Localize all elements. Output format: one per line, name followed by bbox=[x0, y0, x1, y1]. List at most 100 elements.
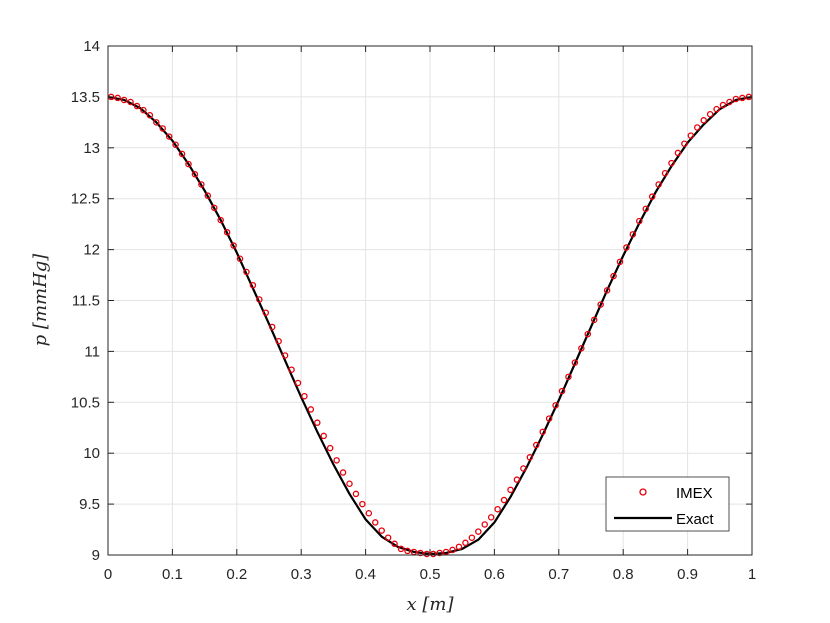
y-tick-label: 11.5 bbox=[72, 293, 100, 310]
series-imex-point bbox=[739, 94, 746, 102]
y-tick-label: 13.5 bbox=[71, 89, 100, 106]
y-tick-label: 14 bbox=[83, 38, 100, 55]
y-tick-label: 13 bbox=[83, 140, 100, 157]
series-imex-point bbox=[127, 98, 134, 106]
legend: IMEX Exact bbox=[605, 476, 730, 532]
series-imex-point bbox=[384, 534, 392, 541]
series-imex-point bbox=[571, 359, 579, 366]
series-imex-point bbox=[140, 106, 147, 114]
series-imex-point bbox=[623, 244, 630, 251]
series-imex-point bbox=[365, 510, 373, 517]
x-tick-label: 0.7 bbox=[548, 566, 569, 583]
series-imex-point bbox=[713, 105, 720, 113]
series-imex-point bbox=[436, 549, 443, 557]
x-tick-label: 0.9 bbox=[677, 566, 698, 583]
series-imex-point bbox=[661, 169, 669, 177]
series-imex-point bbox=[545, 415, 553, 422]
x-tick-label: 0.3 bbox=[291, 566, 312, 583]
series-imex-point bbox=[378, 527, 385, 534]
y-tick-label: 9 bbox=[92, 547, 100, 564]
series-imex-point bbox=[133, 102, 141, 110]
series-imex-point bbox=[674, 149, 682, 157]
series-imex-point bbox=[333, 457, 340, 464]
series-imex-point bbox=[191, 171, 199, 178]
series-imex-point bbox=[294, 379, 302, 387]
series-imex-point bbox=[346, 480, 353, 487]
y-tick-label: 9.5 bbox=[79, 496, 100, 513]
series-imex-point bbox=[616, 258, 624, 266]
series-imex-point bbox=[636, 217, 643, 225]
series-imex-point bbox=[339, 469, 347, 476]
series-imex-point bbox=[526, 454, 534, 461]
series-imex-point bbox=[146, 111, 154, 119]
series-imex-point bbox=[590, 316, 598, 324]
series-imex-point bbox=[668, 159, 675, 167]
series-imex-point bbox=[500, 496, 508, 504]
series-imex-point bbox=[262, 309, 270, 316]
series-imex-point bbox=[397, 545, 405, 553]
x-axis-label: x [m] bbox=[407, 594, 455, 615]
series-imex-point bbox=[404, 547, 411, 555]
series-imex-point bbox=[236, 255, 244, 263]
ticks: 0 0.1 0.2 0.3 0.4 0.5 0.6 0.7 0.8 0.9 1 9 9.5 10 10.5 1… bbox=[71, 38, 756, 583]
series-imex-point bbox=[539, 428, 546, 436]
series-imex-point bbox=[558, 387, 566, 395]
series-imex-point bbox=[288, 366, 295, 373]
series-imex-point bbox=[481, 521, 488, 528]
series-imex-point bbox=[513, 476, 521, 483]
series-imex-point bbox=[281, 352, 289, 359]
series-imex-point bbox=[629, 231, 637, 238]
series-imex-point bbox=[584, 330, 592, 338]
y-tick-label: 10 bbox=[83, 445, 100, 462]
series-imex-point bbox=[211, 204, 218, 212]
x-tick-label: 1 bbox=[748, 566, 756, 583]
series-imex-point bbox=[700, 117, 707, 124]
series-imex-point bbox=[610, 272, 617, 280]
series-imex-point bbox=[307, 406, 315, 413]
series-imex-point bbox=[391, 540, 398, 548]
series-imex-point bbox=[172, 141, 179, 148]
x-tick-label: 0.1 bbox=[162, 566, 183, 583]
series-imex-point bbox=[223, 229, 231, 236]
series-imex-point bbox=[732, 95, 740, 103]
series-imex-point bbox=[565, 373, 572, 381]
series-imex-point bbox=[198, 181, 205, 188]
series-imex-point bbox=[597, 301, 604, 308]
series-imex-point bbox=[494, 505, 501, 513]
series-imex-point bbox=[359, 500, 366, 508]
legend-exact-label: Exact bbox=[676, 511, 714, 528]
series-imex-point bbox=[475, 528, 482, 535]
y-axis-label: p [mmHg] bbox=[30, 253, 51, 347]
x-tick-label: 0 bbox=[104, 566, 112, 583]
series-imex-point bbox=[642, 205, 649, 213]
series-imex-point bbox=[204, 192, 212, 199]
series-imex-point bbox=[687, 132, 695, 139]
series-imex-point bbox=[468, 534, 476, 541]
y-tick-label: 12 bbox=[83, 242, 100, 259]
y-tick-label: 11 bbox=[84, 343, 100, 360]
series-imex-point bbox=[449, 546, 456, 554]
series-imex-point bbox=[462, 539, 469, 547]
series-imex-point bbox=[153, 119, 160, 126]
x-tick-label: 0.8 bbox=[613, 566, 634, 583]
series-imex-point bbox=[429, 550, 437, 558]
x-tick-label: 0.5 bbox=[420, 566, 441, 583]
series-imex-point bbox=[455, 543, 463, 551]
legend-imex-marker bbox=[639, 488, 647, 496]
series-imex-point bbox=[417, 549, 424, 557]
series-imex-point bbox=[243, 268, 250, 276]
series-imex-point bbox=[352, 490, 360, 498]
series-imex-point bbox=[185, 160, 192, 168]
series-imex-point bbox=[578, 345, 585, 352]
series-imex-point bbox=[726, 98, 733, 106]
series-imex-point bbox=[178, 150, 186, 158]
series-imex-point bbox=[603, 287, 611, 294]
x-tick-label: 0.6 bbox=[484, 566, 505, 583]
x-tick-label: 0.2 bbox=[226, 566, 247, 583]
series-imex-point bbox=[275, 337, 282, 345]
series-imex-point bbox=[655, 181, 662, 188]
series-imex-point bbox=[533, 441, 540, 449]
series-imex-point bbox=[159, 125, 166, 132]
series-imex-point bbox=[648, 193, 656, 200]
